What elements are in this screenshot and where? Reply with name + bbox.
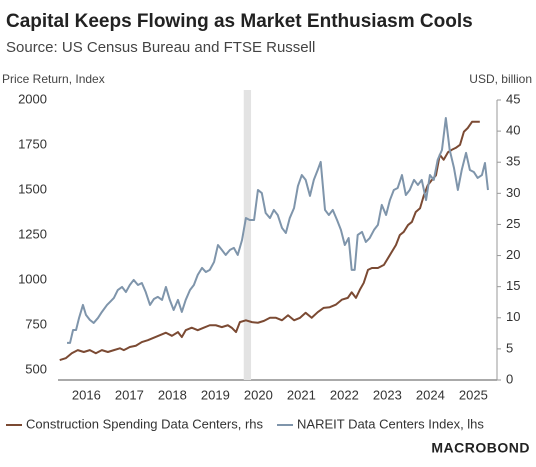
y2-tick-label: 35	[506, 154, 520, 169]
chart-subtitle: Source: US Census Bureau and FTSE Russel…	[6, 39, 315, 56]
x-tick-label: 2017	[115, 387, 144, 402]
y2-axis-label: USD, billion	[469, 72, 532, 86]
y-tick-label: 500	[25, 361, 47, 376]
branding: MACROBOND	[431, 440, 530, 456]
y2-tick-label: 30	[506, 185, 520, 200]
x-tick-label: 2024	[416, 387, 445, 402]
y-tick-label: 1750	[18, 136, 47, 151]
x-tick-label: 2019	[201, 387, 230, 402]
y2-tick-label: 0	[506, 371, 513, 386]
y2-tick-label: 20	[506, 247, 520, 262]
x-tick-label: 2016	[72, 387, 101, 402]
x-tick-label: 2021	[287, 387, 316, 402]
chart-title: Capital Keeps Flowing as Market Enthusia…	[6, 11, 473, 32]
y-tick-label: 1250	[18, 226, 47, 241]
y2-tick-label: 15	[506, 278, 520, 293]
y2-tick-label: 40	[506, 123, 520, 138]
shaded-band	[243, 90, 252, 380]
x-tick-label: 2022	[330, 387, 359, 402]
series-line	[67, 116, 489, 344]
y2-tick-label: 10	[506, 309, 520, 324]
y-tick-label: 1500	[18, 181, 47, 196]
y-axis-label: Price Return, Index	[2, 72, 105, 86]
y2-tick-label: 5	[506, 340, 513, 355]
y-tick-label: 2000	[18, 91, 47, 106]
y-tick-label: 1000	[18, 271, 47, 286]
x-tick-label: 2025	[459, 387, 488, 402]
series-line	[59, 120, 480, 362]
x-tick-label: 2023	[373, 387, 402, 402]
y2-tick-label: 25	[506, 216, 520, 231]
legend-label: Construction Spending Data Centers, rhs	[26, 416, 264, 431]
x-tick-label: 2018	[158, 387, 187, 402]
x-tick-label: 2020	[244, 387, 273, 402]
legend-label: NAREIT Data Centers Index, lhs	[297, 416, 484, 431]
y2-tick-label: 45	[506, 91, 520, 106]
y-tick-label: 750	[25, 316, 47, 331]
